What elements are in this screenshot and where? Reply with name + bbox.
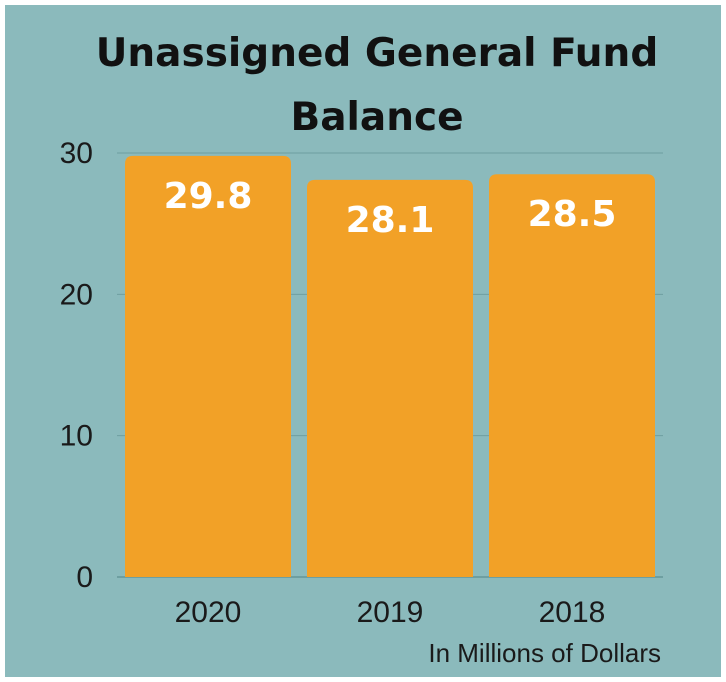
y-tick-label: 10 <box>60 420 93 453</box>
chart-title-line-1: Unassigned General Fund <box>96 31 659 76</box>
data-label-2019: 28.1 <box>346 200 435 241</box>
chart-title-line-2: Balance <box>290 95 463 140</box>
y-tick-label: 30 <box>60 137 93 170</box>
bar-chart: Unassigned General Fund Balance 0102030 … <box>60 31 663 668</box>
data-labels: 29.8 28.1 28.5 <box>164 176 617 241</box>
y-axis-ticks: 0 10 20 30 <box>60 137 93 594</box>
chart-panel: Unassigned General Fund Balance 0 10 20 30 … <box>5 5 721 677</box>
y-tick-label: 0 <box>76 561 93 594</box>
y-tick-label: 20 <box>60 278 93 311</box>
unit-note: In Millions of Dollars <box>428 638 661 668</box>
bar-2019 <box>307 179 473 577</box>
x-category-label: 2019 <box>357 596 424 629</box>
x-axis-categories: 2020 2019 2018 <box>175 596 606 629</box>
bar-2020 <box>125 155 291 577</box>
x-category-label: 2020 <box>175 596 242 629</box>
x-category-label: 2018 <box>539 596 606 629</box>
bar-2018 <box>489 174 655 577</box>
bars <box>125 155 655 577</box>
data-label-2018: 28.5 <box>528 194 617 235</box>
data-label-2020: 29.8 <box>164 176 253 217</box>
